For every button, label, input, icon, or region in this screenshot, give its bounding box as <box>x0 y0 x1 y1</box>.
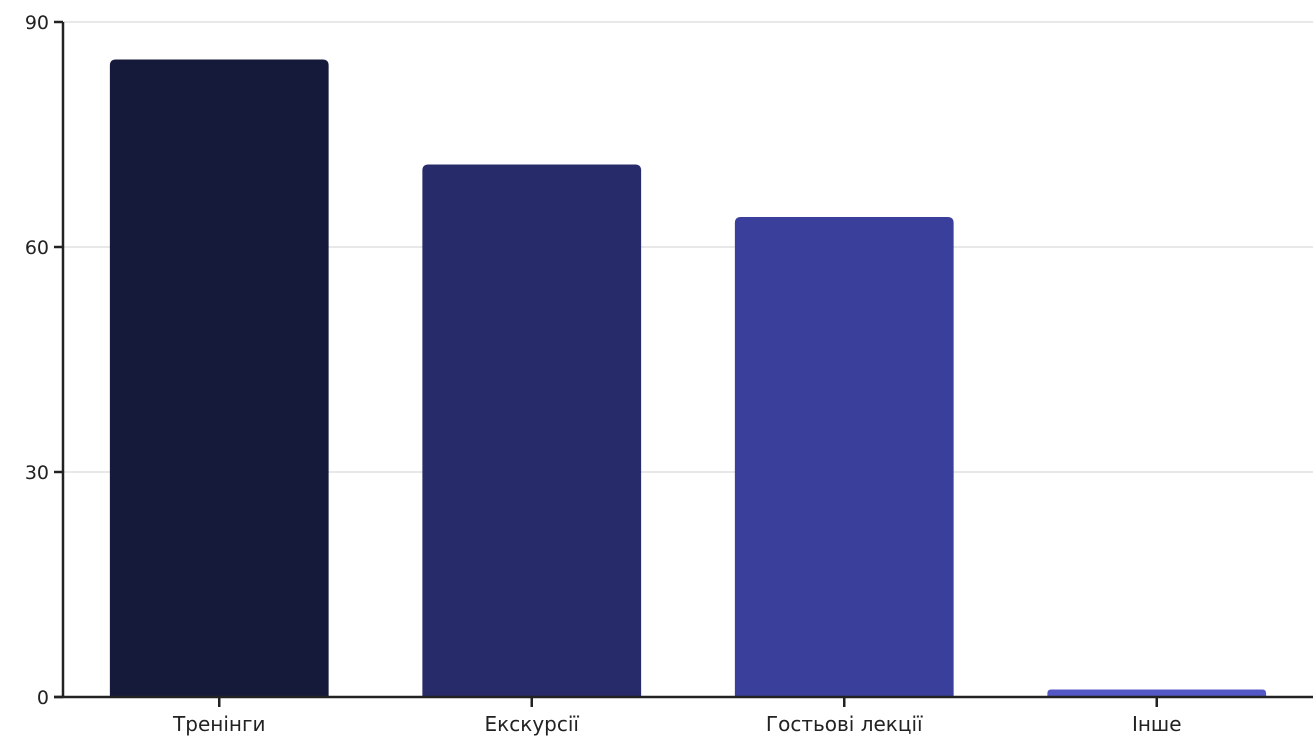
bar-0 <box>109 59 329 697</box>
x-tick-label: Тренінги <box>172 712 265 736</box>
bars <box>109 59 1267 697</box>
y-tick-label: 60 <box>25 237 49 259</box>
axes <box>54 20 1313 707</box>
bar-2 <box>734 217 954 697</box>
y-tick-label: 30 <box>25 462 49 484</box>
x-tick-label: Інше <box>1132 712 1182 736</box>
y-tick-label: 0 <box>37 687 49 709</box>
bar-1 <box>422 164 642 697</box>
labels: 0 30 60 90 Тренінги Екскурсії Гостьові лекції І… <box>25 12 1182 736</box>
x-tick-label: Екскурсії <box>485 712 580 736</box>
y-tick-label: 90 <box>25 12 49 34</box>
bar-3 <box>1047 689 1267 697</box>
x-tick-label: Гостьові лекції <box>766 712 923 736</box>
